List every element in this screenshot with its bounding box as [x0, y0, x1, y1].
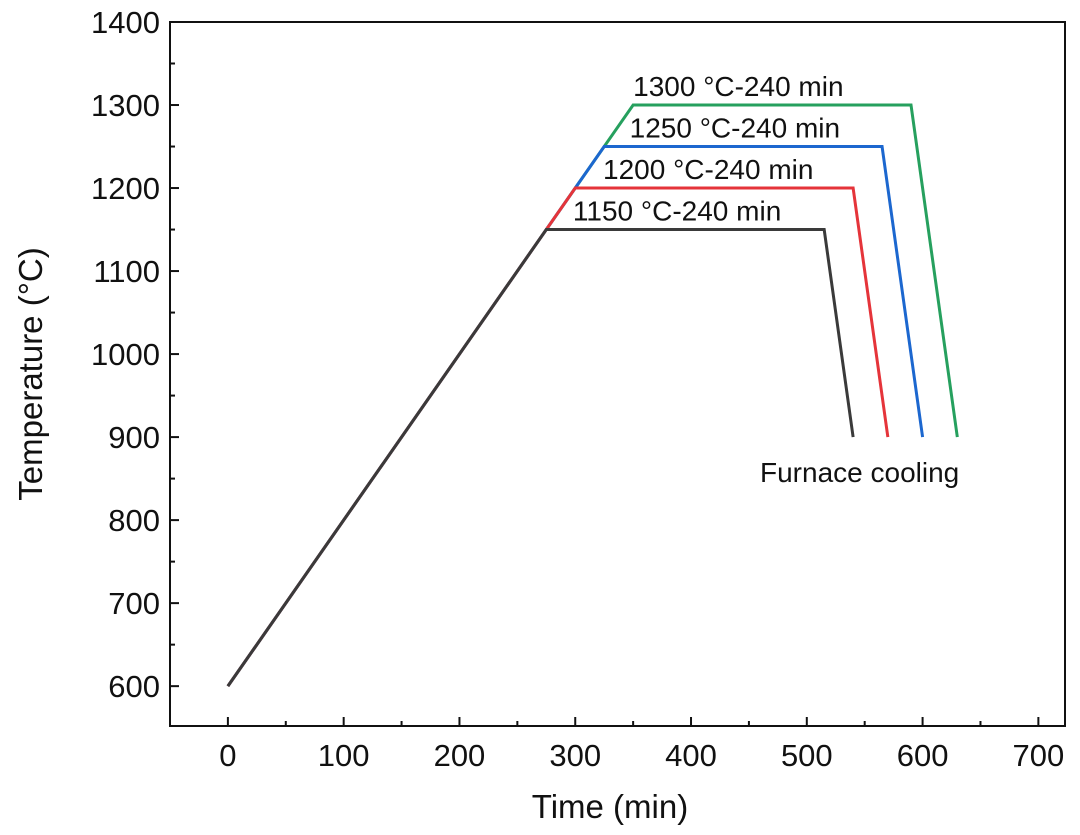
series-line-1250 [226, 145, 925, 688]
y-tick-label: 1400 [91, 5, 160, 40]
x-tick-label: 300 [549, 738, 601, 773]
x-tick-label: 400 [665, 738, 717, 773]
x-tick-label: 0 [219, 738, 236, 773]
y-tick-label: 900 [108, 420, 160, 455]
x-tick-label: 500 [781, 738, 833, 773]
y-tick-label: 1300 [91, 88, 160, 123]
series-line-1200 [226, 186, 890, 688]
y-tick-label: 1100 [93, 254, 160, 289]
y-axis-title: Temperature (°C) [12, 247, 49, 500]
x-axis-title: Time (min) [532, 788, 688, 825]
y-tick-label: 700 [108, 586, 160, 621]
x-tick-label: 700 [1013, 738, 1065, 773]
series-label-1250: 1250 °C-240 min [630, 113, 840, 144]
y-tick-label: 1000 [91, 337, 160, 372]
x-tick-label: 200 [434, 738, 486, 773]
x-tick-label: 600 [897, 738, 949, 773]
y-tick-label: 600 [108, 669, 160, 704]
series-line-1150 [226, 228, 855, 688]
y-tick-label: 800 [108, 503, 160, 538]
series-label-1150: 1150 °C-240 min [573, 196, 781, 227]
series-label-1300: 1300 °C-240 min [633, 71, 843, 102]
x-tick-label: 100 [318, 738, 370, 773]
annotation-furnace-cooling: Furnace cooling [760, 457, 959, 488]
plot-frame [169, 21, 1066, 727]
y-tick-label: 1200 [91, 171, 160, 206]
series-label-1200: 1200 °C-240 min [603, 154, 813, 185]
